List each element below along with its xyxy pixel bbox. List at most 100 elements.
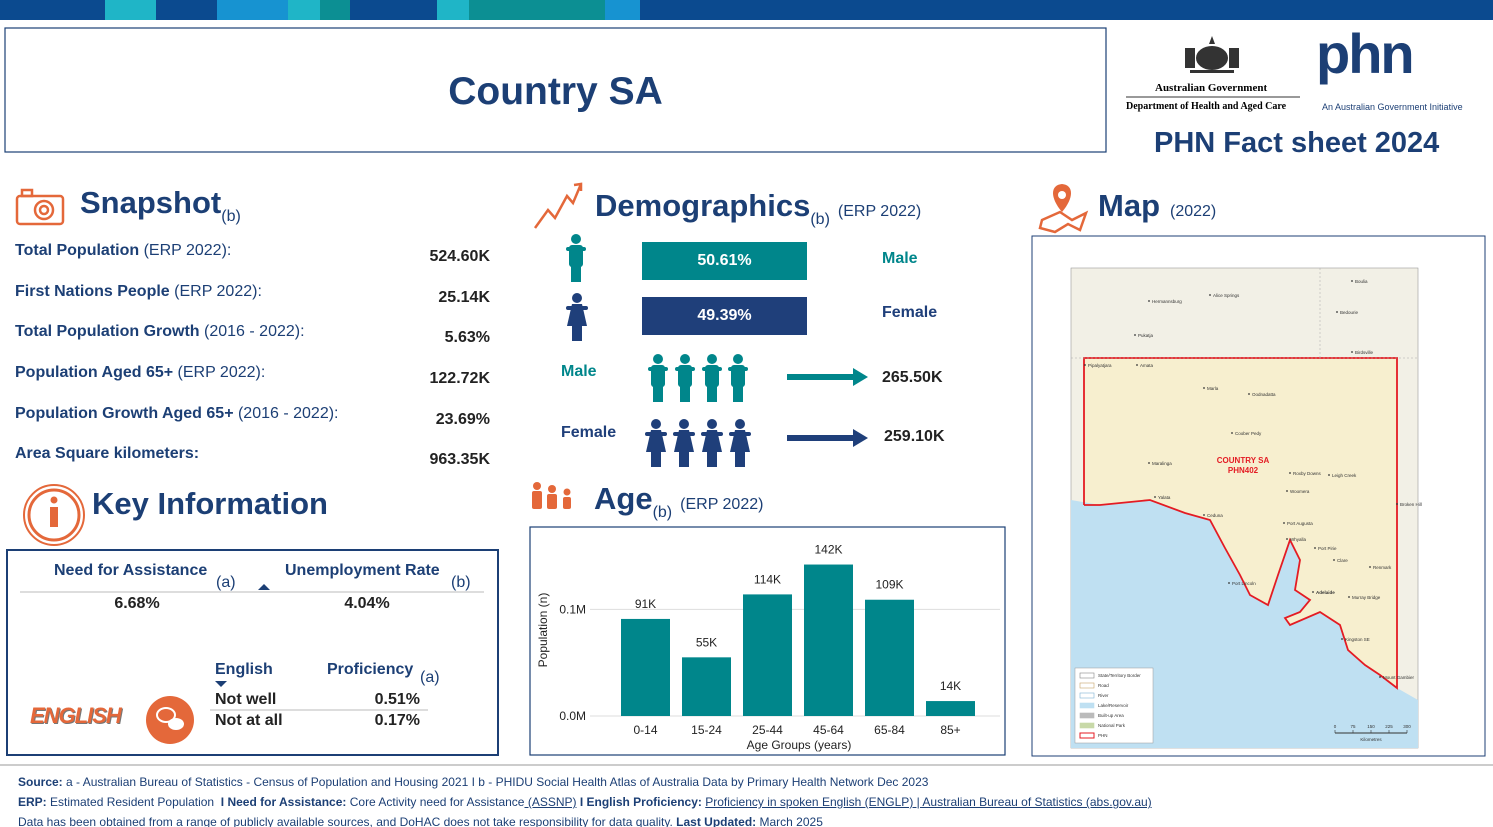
legs xyxy=(735,450,745,467)
male-share-bar xyxy=(642,242,807,280)
map-place: Broken Hill xyxy=(1400,502,1422,507)
legs xyxy=(572,324,582,341)
snapshot-row-label: Population Aged 65+ (ERP 2022): xyxy=(15,365,265,381)
map-dot xyxy=(1312,591,1314,593)
legend-swatch xyxy=(1079,732,1095,739)
legend-label: River xyxy=(1098,693,1109,698)
sort-indicator xyxy=(215,681,227,687)
map-place: Amata xyxy=(1140,363,1154,368)
map-place: Adelaide xyxy=(1316,590,1335,595)
scale-label: 0 xyxy=(1334,724,1337,729)
map-place: Clare xyxy=(1337,558,1348,563)
key-info-heading: Key Information xyxy=(92,486,328,521)
value-label: 114K xyxy=(754,572,781,586)
map-dot xyxy=(1333,559,1335,561)
legend-label: Built-up Area xyxy=(1098,713,1124,718)
legend-label: PHN xyxy=(1098,733,1108,738)
map-place: Port Lincoln xyxy=(1232,581,1256,586)
footer-text: I English Proficiency: xyxy=(576,795,702,809)
person-icon xyxy=(729,419,751,467)
snapshot-value: 122.72K xyxy=(429,370,491,387)
map-dot xyxy=(1154,496,1156,498)
map-dot xyxy=(1328,474,1330,476)
metric-name: Total Population Growth xyxy=(15,323,200,340)
factsheet-title: PHN Fact sheet 2024 xyxy=(1154,127,1440,159)
head xyxy=(572,293,582,303)
map-dot xyxy=(1289,472,1291,474)
arms xyxy=(729,432,751,436)
female-label: Female xyxy=(882,304,938,321)
map-place: Kingston SE xyxy=(1345,637,1370,642)
head xyxy=(735,419,745,429)
scale-label: 150 xyxy=(1367,724,1375,729)
need-value: 6.68% xyxy=(114,595,160,612)
proficiency-value: 0.17% xyxy=(374,712,420,729)
heading-text: Demographics xyxy=(595,188,811,223)
snapshot-value: 23.69% xyxy=(435,411,490,428)
x-tick-label: 25-44 xyxy=(752,723,783,737)
metric-name: First Nations People xyxy=(15,283,170,300)
map-dot xyxy=(1148,300,1150,302)
heading-qualifier: (2022) xyxy=(1170,203,1217,220)
male-label: Male xyxy=(882,250,918,267)
arms xyxy=(566,247,586,251)
legend-label: Road xyxy=(1098,683,1109,688)
speech-icon xyxy=(146,696,194,744)
arms xyxy=(702,367,722,371)
head xyxy=(571,234,581,244)
heading-text: Map xyxy=(1098,188,1160,223)
map-dot xyxy=(1084,364,1086,366)
map-place: Renmark xyxy=(1373,565,1392,570)
female-count: 259.10K xyxy=(884,428,945,445)
heading-text: Snapshot xyxy=(80,185,222,220)
metric-name: Population Growth Aged 65+ xyxy=(15,405,234,422)
map-dot xyxy=(1134,334,1136,336)
snapshot-value: 5.63% xyxy=(444,329,490,346)
legend-swatch xyxy=(1079,722,1095,729)
map-dot xyxy=(1348,596,1350,598)
male-arrow xyxy=(787,368,868,386)
arms xyxy=(675,367,695,371)
head xyxy=(707,419,717,429)
map-dot xyxy=(1231,432,1233,434)
arms xyxy=(648,367,668,371)
map-place: Pipalyatjara xyxy=(1088,363,1112,368)
footer-text: (ASSNP) xyxy=(524,795,577,809)
map-dot xyxy=(1136,364,1138,366)
y-axis-label: Population (n) xyxy=(536,593,550,668)
legs xyxy=(653,385,663,402)
arms xyxy=(728,367,748,371)
snapshot-heading: Snapshot(b) xyxy=(80,187,241,225)
legs xyxy=(707,450,717,467)
gov-name: Australian Government xyxy=(1155,82,1268,94)
metric-name: Area Square kilometers: xyxy=(15,445,200,462)
age-icon xyxy=(532,482,571,509)
male-count: 265.50K xyxy=(882,369,943,386)
map-code: PHN402 xyxy=(1228,466,1259,475)
metric-qualifier: (ERP 2022): xyxy=(139,242,232,259)
crest xyxy=(1185,36,1239,73)
page-title: Country SA xyxy=(448,70,663,113)
x-tick-label: 85+ xyxy=(940,723,960,737)
metric-qualifier: (2016 - 2022): xyxy=(233,405,339,422)
age-chart: 0.0M 0.1M Population (n) Age Groups (years)… xyxy=(536,543,1000,752)
map-dot xyxy=(1148,462,1150,464)
arms xyxy=(645,432,667,436)
map-place: Maralinga xyxy=(1152,461,1172,466)
head xyxy=(653,354,663,364)
bar xyxy=(682,657,731,716)
phn-logo: phn xyxy=(1316,22,1415,85)
bar xyxy=(743,594,792,716)
need-note: (a) xyxy=(216,574,236,591)
map-dot xyxy=(1248,393,1250,395)
map-place: Mount Gambier xyxy=(1383,675,1415,680)
map-place: Woomera xyxy=(1290,489,1310,494)
person-icon xyxy=(728,354,748,402)
person-icon xyxy=(675,354,695,402)
map-dot xyxy=(1379,676,1381,678)
scale-label: 225 xyxy=(1385,724,1393,729)
map-region: COUNTRY SA xyxy=(1217,456,1270,465)
legend-swatch xyxy=(1079,712,1095,719)
x-tick-label: 15-24 xyxy=(691,723,722,737)
